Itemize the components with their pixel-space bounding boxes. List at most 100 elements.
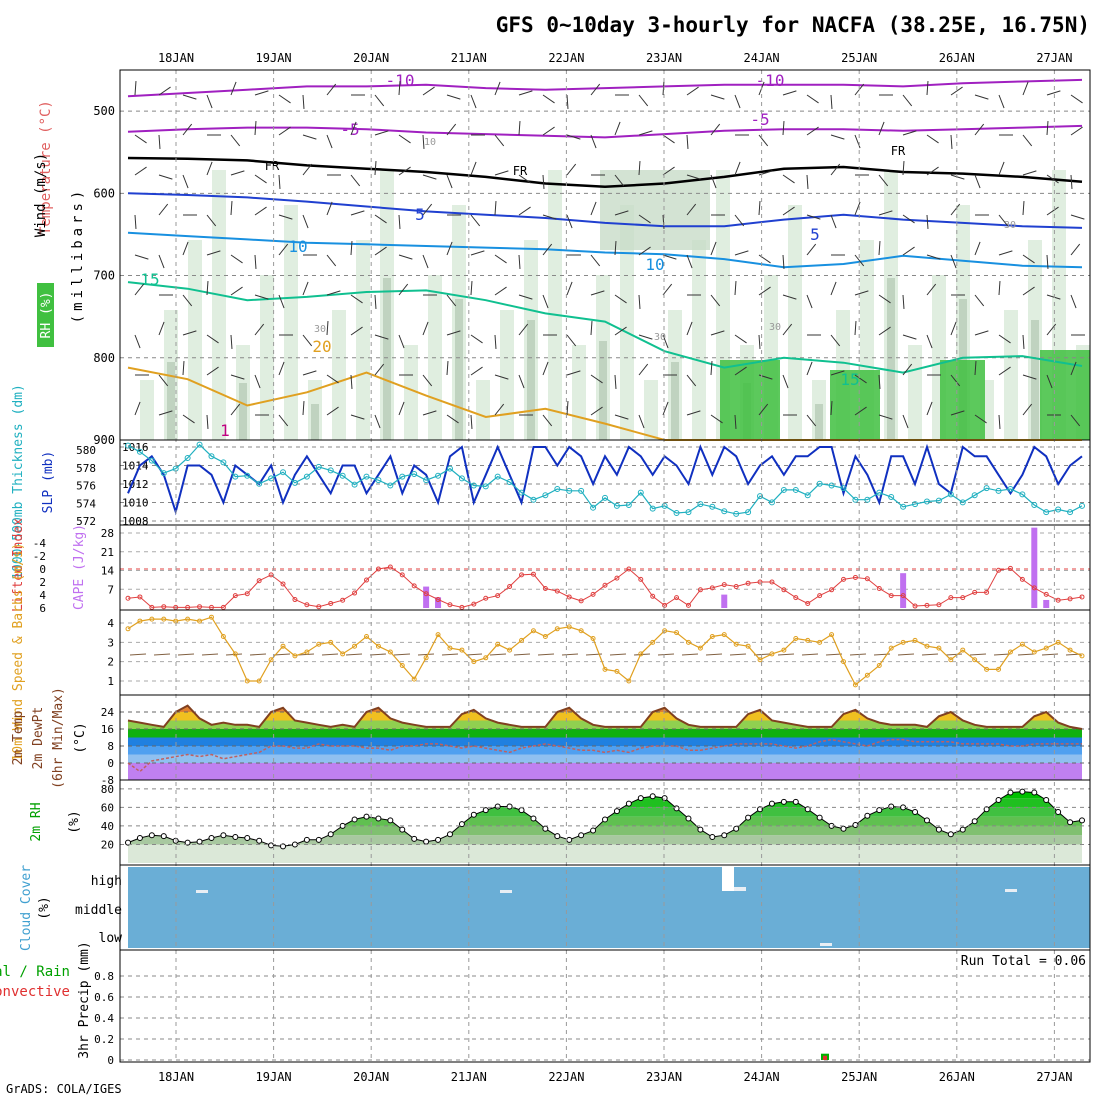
slp-axis-title: SLP (mb) [41, 451, 56, 514]
wind-speed-point [364, 634, 369, 640]
wind-barb [734, 280, 737, 296]
wind-barb [182, 414, 195, 424]
wind-barb [686, 134, 689, 150]
surface-wind-barb [393, 653, 411, 656]
rh-point [923, 817, 930, 824]
wind-barb [1046, 120, 1049, 136]
surface-wind-barb [993, 653, 1011, 656]
thickness-point [327, 467, 334, 474]
cape-panel-frame [119, 524, 1091, 611]
wind-barb [758, 334, 761, 350]
rh-point [947, 831, 954, 838]
rh-point [1031, 789, 1038, 796]
wind-barb [806, 361, 813, 376]
thickness-point [196, 441, 203, 448]
wind-barb [542, 414, 553, 427]
wind-speed-point [459, 647, 465, 653]
date-label-bottom-24JAN: 24JAN [744, 1070, 780, 1084]
thickness-tick-label: 574 [76, 497, 96, 510]
surface-wind-barb [705, 653, 723, 656]
precip-axis-label: 3hr Precip (mm) [77, 941, 92, 1058]
rh-point [327, 831, 334, 838]
rh-point [458, 821, 465, 828]
wind-barb [710, 360, 713, 376]
lifted-index-point [137, 594, 143, 600]
thickness-point [470, 482, 477, 489]
thickness-point [125, 442, 131, 449]
rh-point [1007, 789, 1014, 796]
wind-barb [518, 90, 533, 96]
wind-barb [374, 94, 385, 107]
wind-barb [518, 120, 521, 136]
lifted-index-point [352, 590, 358, 596]
wind-barb [878, 414, 893, 420]
wind-speed-point [316, 641, 322, 647]
lifted-index-point [459, 604, 465, 610]
rh-shading-mid [527, 320, 535, 440]
date-label-top-20JAN: 20JAN [353, 51, 389, 65]
surface-wind-barb [729, 653, 747, 656]
wind-barb [302, 334, 313, 347]
wind-barb [326, 406, 339, 416]
wind-speed-point [852, 682, 858, 688]
isotherm-label: 15 [140, 270, 159, 289]
wind-barb [230, 374, 245, 380]
rh-shading-light [404, 345, 418, 440]
wind-barb [182, 360, 185, 376]
wind-barb [782, 120, 785, 136]
wind-speed-point [232, 651, 238, 657]
slp-axis-label: SLP (mb) [41, 451, 56, 514]
rh-point [482, 807, 489, 814]
isotherm-label: 10 [645, 255, 664, 274]
wind-speed-point [375, 643, 381, 649]
wind-barb [590, 320, 593, 336]
rh-shading-high [940, 360, 985, 440]
lifted-index-point [721, 582, 727, 588]
rh-point [375, 815, 382, 822]
rh-point [423, 838, 430, 845]
rh-point [935, 826, 942, 833]
lifted-index-point [256, 578, 262, 584]
wind-barb [518, 174, 531, 184]
wind-barb [158, 254, 165, 269]
wind-barb [326, 290, 341, 296]
wind-barb [182, 174, 189, 189]
rh-band [128, 825, 1082, 836]
wind-barb [278, 214, 293, 220]
wind-barb [158, 134, 161, 150]
wind-speed-point [685, 639, 691, 645]
surface-wind-barb [321, 653, 339, 656]
wind-barb [686, 174, 701, 180]
lifted-index-point [996, 567, 1002, 573]
thickness-point [256, 480, 263, 487]
wind-barb [422, 174, 437, 180]
wind-barb [134, 283, 145, 296]
wind-barb [422, 374, 433, 387]
temp-tick-label: 8 [107, 740, 114, 753]
lifted-index-point [208, 604, 214, 610]
isotherm-label: 15 [840, 370, 859, 389]
wind-barb [902, 94, 913, 107]
rh-shading-upper [600, 170, 710, 250]
wind-barb [854, 406, 867, 416]
wind-barb [590, 290, 605, 296]
wind-barb [638, 160, 641, 176]
wind-tick-label: 4 [107, 617, 114, 630]
wind-barb [902, 414, 909, 429]
temp-unit-title: (°C) [73, 722, 88, 753]
wind-speed-point [566, 624, 572, 630]
wind-barb [950, 203, 961, 216]
wind-barb [326, 374, 339, 384]
wind-barb [878, 210, 893, 216]
lifted-index-point [507, 584, 513, 590]
wind-barb [350, 374, 353, 390]
wind-speed-point [256, 678, 262, 684]
rh-point [363, 813, 370, 820]
lifted-index-point [638, 576, 644, 582]
wind-barb [326, 201, 333, 216]
wind-tick-label: 1 [107, 675, 114, 688]
thickness-point [947, 491, 954, 498]
surface-wind-barb [1017, 653, 1035, 656]
lifted-index-point [697, 587, 703, 593]
